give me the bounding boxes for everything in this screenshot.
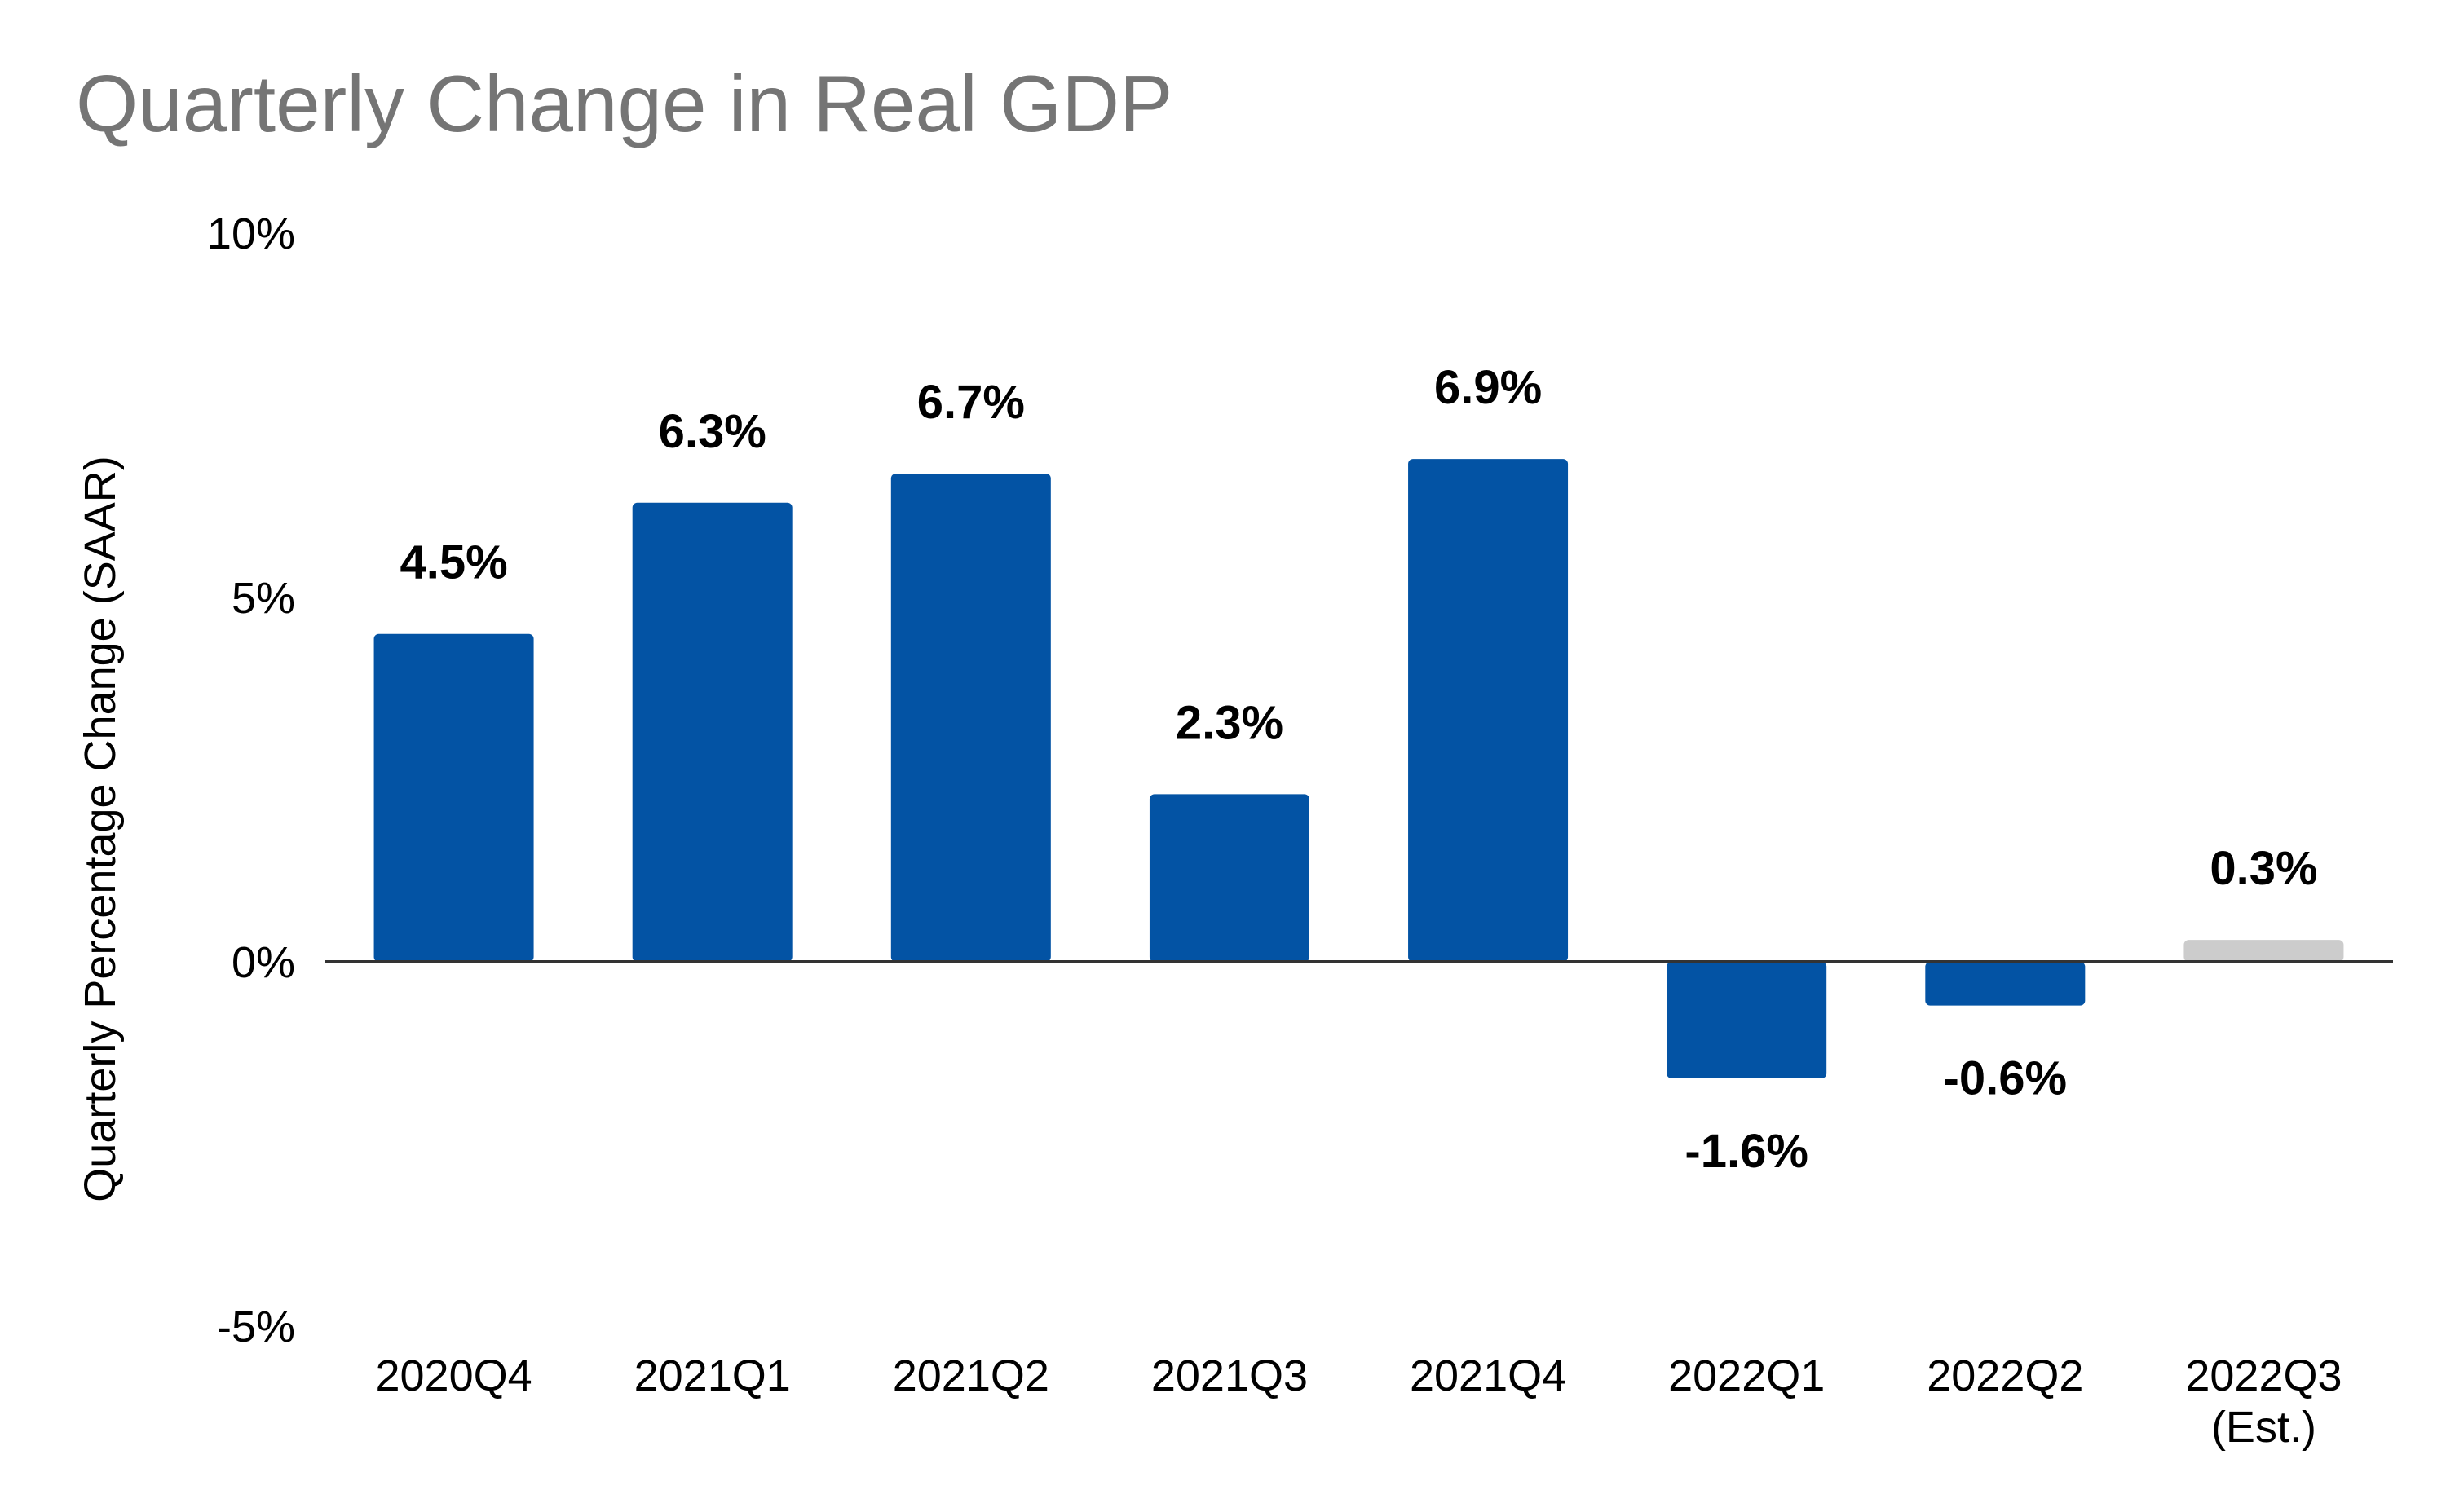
x-tick-label: 2022Q3 xyxy=(2185,1351,2342,1400)
data-label: -1.6% xyxy=(1684,1125,1808,1178)
y-tick-label: 5% xyxy=(232,574,295,623)
x-tick-label: 2021Q4 xyxy=(1410,1351,1566,1400)
x-tick-label: (Est.) xyxy=(2211,1403,2316,1452)
bar xyxy=(1925,962,2086,1006)
data-label: 6.3% xyxy=(659,405,766,458)
x-tick-label: 2022Q2 xyxy=(1927,1351,2083,1400)
y-tick-label: 0% xyxy=(232,938,295,987)
bar xyxy=(1667,962,1827,1079)
x-axis-tick-labels: 2020Q4 2021Q1 2021Q2 2021Q3 2021Q4 2022Q1 2022… xyxy=(375,1351,2342,1452)
x-tick-label: 2022Q1 xyxy=(1668,1351,1825,1400)
x-tick-label: 2021Q2 xyxy=(893,1351,1049,1400)
bar xyxy=(373,633,534,962)
data-label: -0.6% xyxy=(1944,1052,2068,1105)
data-label: 6.9% xyxy=(1434,361,1542,414)
y-axis-tick-labels: 10% 5% 0% -5% xyxy=(207,209,295,1351)
bar xyxy=(890,474,1051,962)
bar xyxy=(1408,459,1569,962)
x-tick-label: 2020Q4 xyxy=(375,1351,532,1400)
x-tick-label: 2021Q1 xyxy=(634,1351,791,1400)
y-tick-label: -5% xyxy=(217,1303,295,1351)
bar xyxy=(1149,794,1309,962)
bar xyxy=(632,502,793,962)
y-axis-title: Quarterly Percentage Change (SAAR) xyxy=(76,456,125,1201)
data-label: 2.3% xyxy=(1176,696,1283,749)
data-label: 0.3% xyxy=(2210,842,2317,895)
x-tick-label: 2021Q3 xyxy=(1151,1351,1308,1400)
bars xyxy=(373,459,2344,1079)
chart-title: Quarterly Change in Real GDP xyxy=(76,59,1173,148)
data-label: 4.5% xyxy=(400,536,507,589)
bar xyxy=(2183,940,2344,962)
data-labels: 4.5% 6.3% 6.7% 2.3% 6.9% -1.6% -0.6% 0.3% xyxy=(400,361,2317,1178)
data-label: 6.7% xyxy=(917,376,1025,429)
y-tick-label: 10% xyxy=(207,209,295,258)
